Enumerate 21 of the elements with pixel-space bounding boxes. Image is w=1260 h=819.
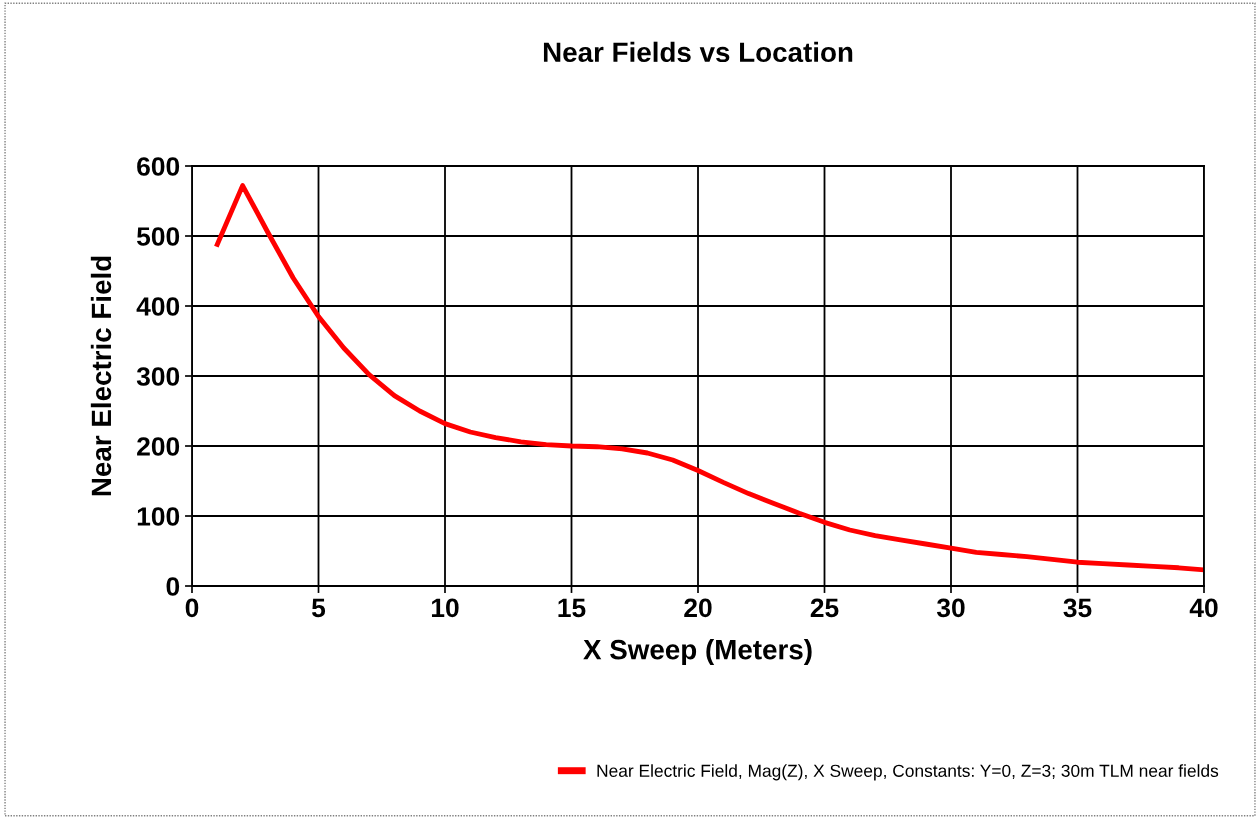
- x-tick-label: 25: [810, 598, 839, 618]
- y-tick-label: 400: [136, 297, 180, 316]
- y-tick-label: 200: [137, 437, 180, 456]
- y-tick-label: 100: [137, 507, 180, 526]
- x-tick-label: 10: [431, 598, 459, 618]
- x-tick-label: 0: [185, 598, 199, 618]
- line-series: [214, 183, 1204, 573]
- x-tick-label: 15: [558, 598, 586, 618]
- x-axis-title: X Sweep (Meters): [583, 639, 812, 665]
- legend-label: Near Electric Field, Mag(Z), X Sweep, Constants: Y=0, Z=3; 30m TLM near fields: [597, 764, 1219, 781]
- y-tick-label: 300: [136, 367, 180, 386]
- y-axis-title: Near Electric Field: [90, 256, 112, 496]
- x-tick-label: 30: [936, 598, 965, 618]
- y-tick-label: 500: [136, 227, 180, 246]
- chart-title: Near Fields vs Location: [543, 41, 853, 63]
- y-tick-label: 600: [137, 157, 180, 176]
- x-tick-label: 35: [1063, 598, 1092, 618]
- x-tick-label: 5: [311, 598, 326, 618]
- y-tick-label: 0: [166, 577, 180, 596]
- x-tick-label: 20: [684, 598, 712, 618]
- x-tick-label: 40: [1189, 598, 1218, 618]
